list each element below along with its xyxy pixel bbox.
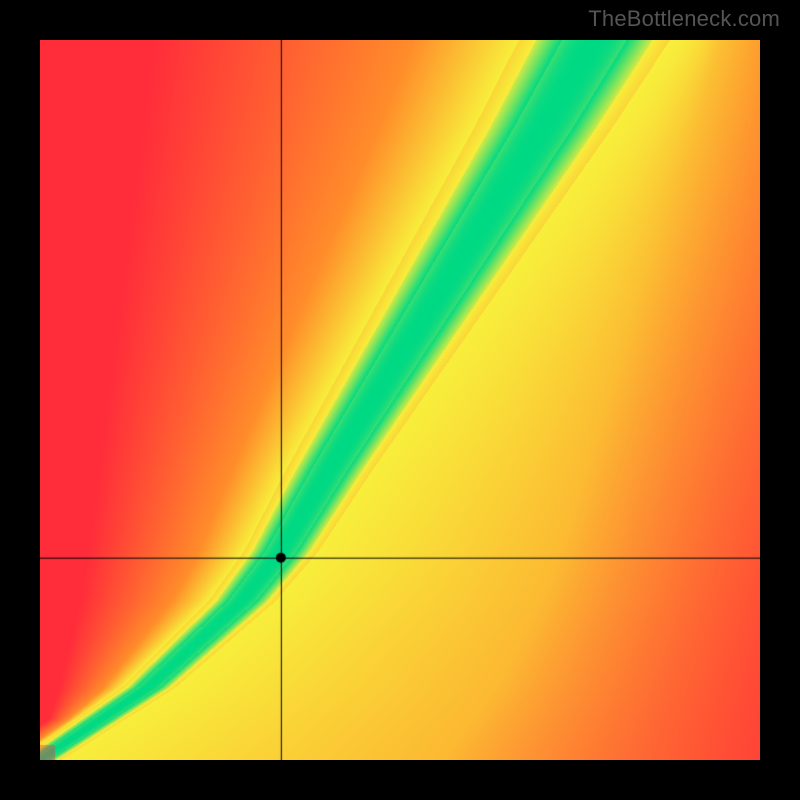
watermark-text: TheBottleneck.com [588, 6, 780, 32]
heatmap-plot [40, 40, 760, 760]
heatmap-canvas [40, 40, 760, 760]
chart-container: TheBottleneck.com [0, 0, 800, 800]
